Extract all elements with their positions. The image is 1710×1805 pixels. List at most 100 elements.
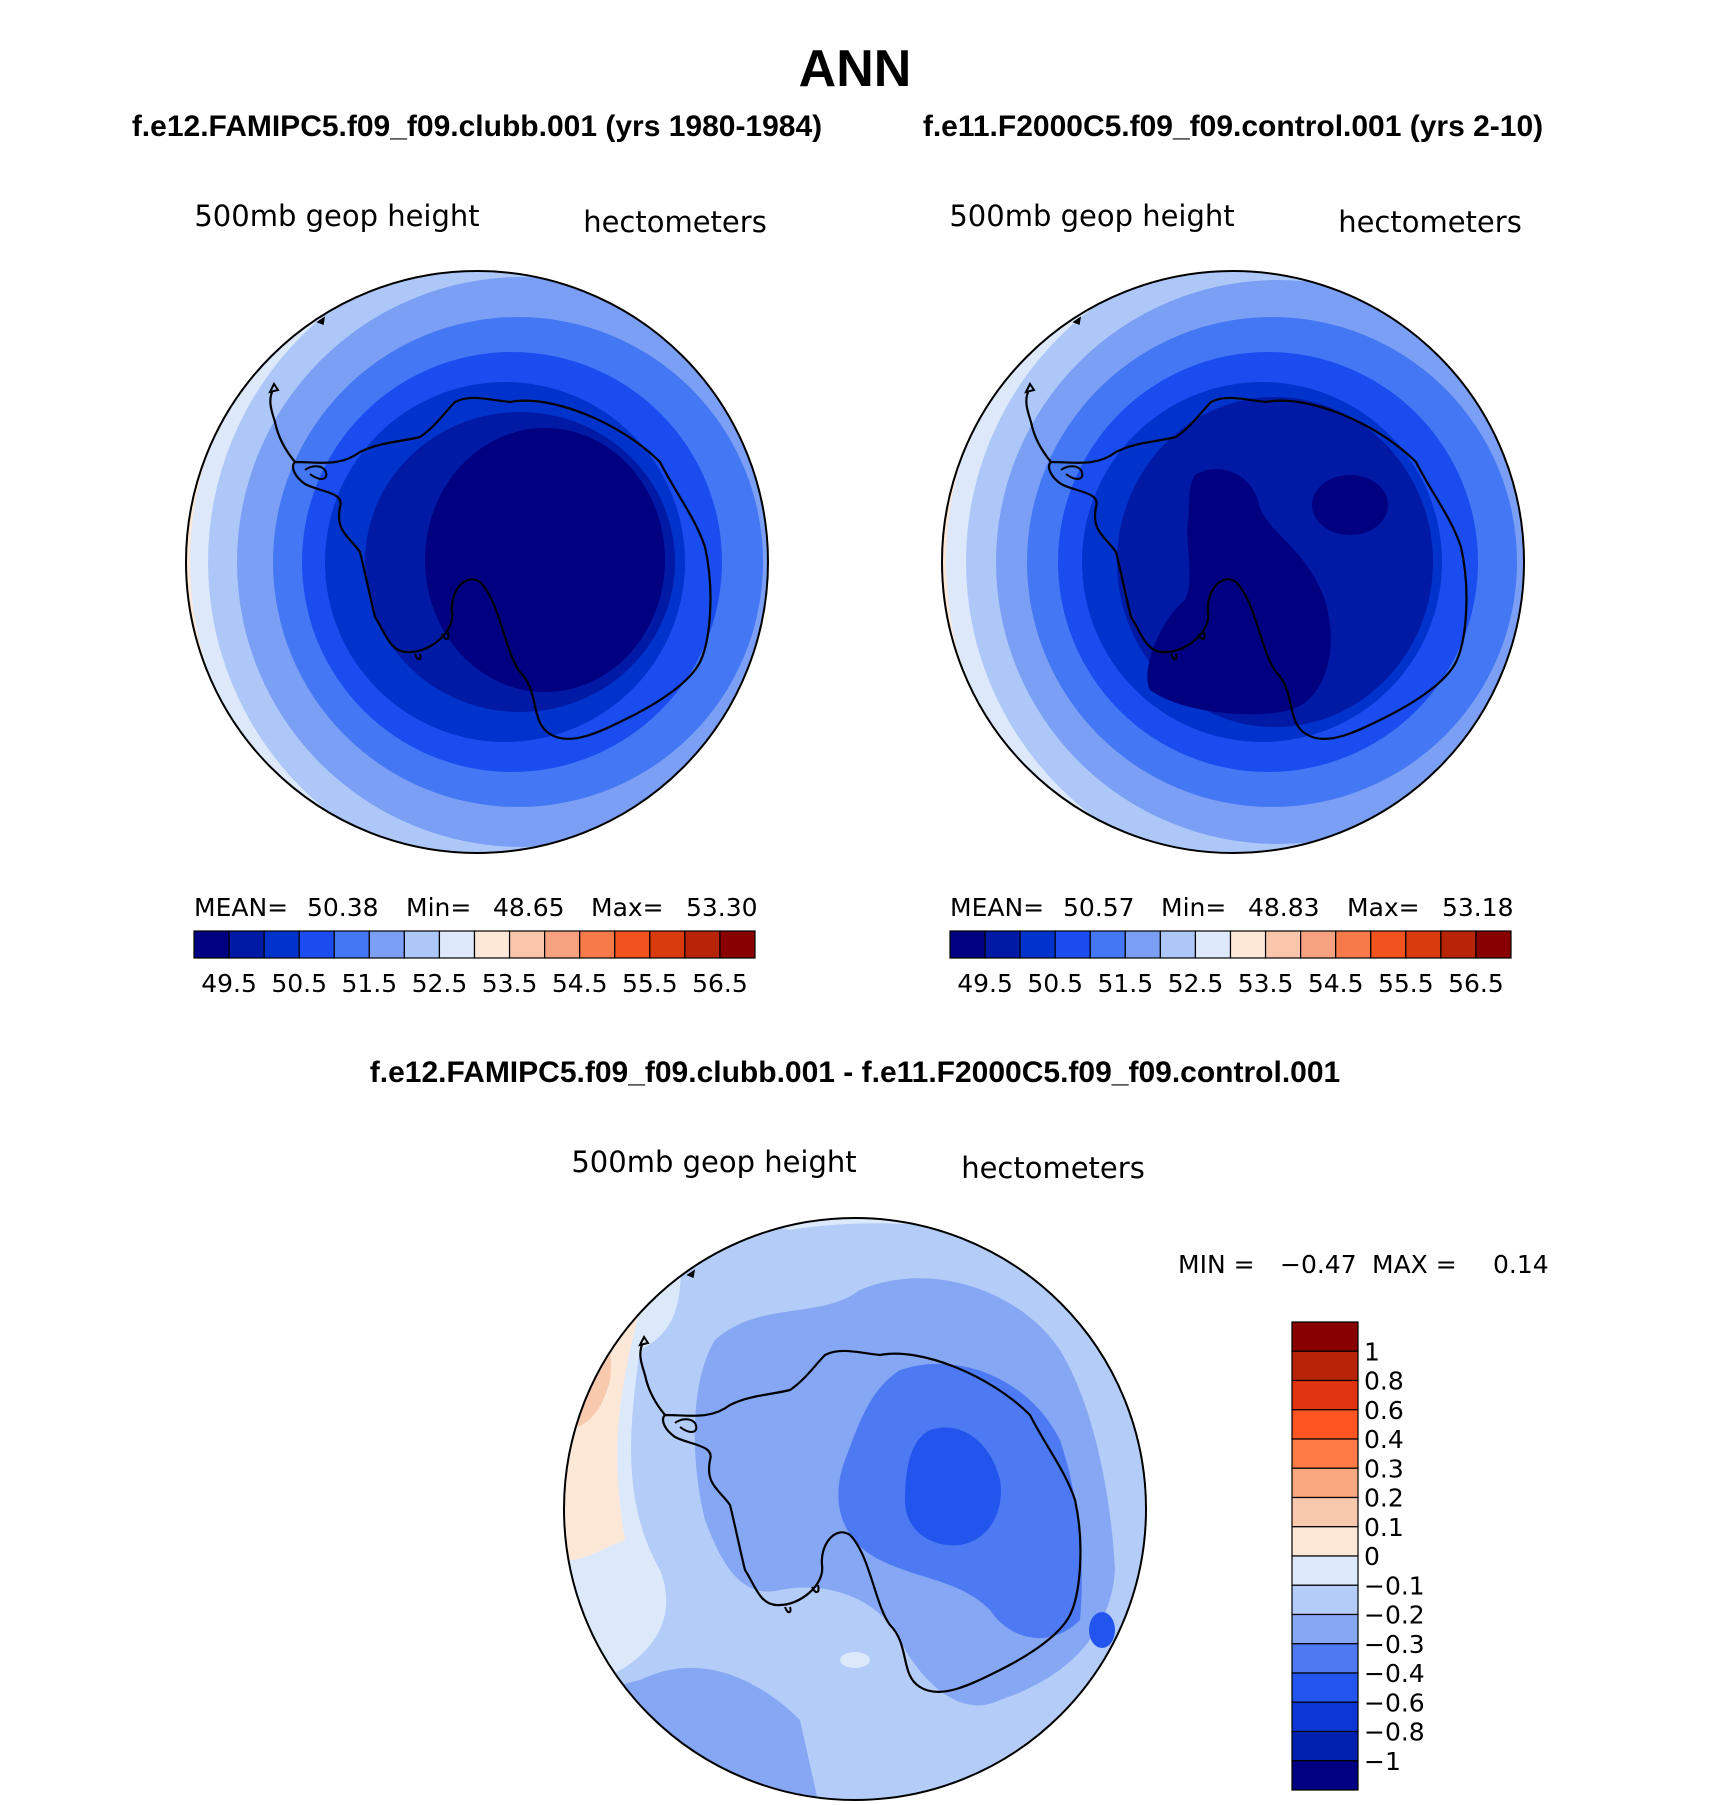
colorbar-a-tick-label: 50.5 <box>271 969 327 998</box>
colorbar-a-swatch <box>544 930 581 959</box>
difference-units: hectometers <box>961 1151 1145 1185</box>
svg-text:53.30: 53.30 <box>686 893 758 922</box>
svg-text:MAX =: MAX = <box>1372 1250 1457 1279</box>
colorbar-a-tick-label: 53.5 <box>482 969 538 998</box>
colorbar-b-swatch <box>1019 930 1056 959</box>
colorbar-b-swatch <box>1440 930 1477 959</box>
panel-b-title: f.e11.F2000C5.f09_f09.control.001 (yrs 2… <box>923 110 1543 143</box>
colorbar-b-swatch <box>1054 930 1091 959</box>
colorbar-b-tick-label: 52.5 <box>1168 969 1224 998</box>
colorbar-diff-tick-label: 1 <box>1364 1337 1380 1366</box>
colorbar-diff-swatch <box>1291 1409 1359 1440</box>
colorbar-a-swatch <box>473 930 511 959</box>
colorbar-a-swatch <box>649 930 686 959</box>
colorbar-b-swatch <box>984 930 1021 959</box>
colorbar-b-swatch <box>949 930 986 959</box>
svg-text:53.18: 53.18 <box>1442 893 1514 922</box>
colorbar-a-swatch <box>228 930 265 959</box>
colorbar-b-tick-label: 56.5 <box>1448 969 1504 998</box>
colorbar-a-swatch <box>298 930 335 959</box>
colorbar-a-tick-label: 51.5 <box>341 969 397 998</box>
colorbar-diff-tick-label: −1 <box>1364 1747 1401 1776</box>
colorbar-a-swatch <box>719 930 756 959</box>
colorbar-b-swatch <box>1475 930 1512 959</box>
colorbar-b-swatch <box>1300 930 1337 959</box>
colorbar-a-swatch <box>368 930 405 959</box>
colorbar-diff-swatch <box>1291 1526 1359 1557</box>
panel-a-variable: 500mb geop height <box>194 199 479 233</box>
svg-text:48.65: 48.65 <box>493 893 565 922</box>
colorbar-diff-tick-label: −0.6 <box>1364 1688 1425 1717</box>
colorbar-diff-swatch <box>1291 1379 1359 1411</box>
colorbar-diff-swatch <box>1291 1643 1359 1674</box>
colorbar-b-tick-label: 54.5 <box>1308 969 1364 998</box>
colorbar-b-tick-label: 49.5 <box>957 969 1013 998</box>
colorbar-diff-swatch <box>1291 1613 1359 1645</box>
svg-text:−0.47: −0.47 <box>1280 1250 1357 1279</box>
svg-text:Max=: Max= <box>1347 893 1420 922</box>
panel-a-title: f.e12.FAMIPC5.f09_f09.clubb.001 (yrs 198… <box>132 110 822 143</box>
colorbar-b-tick-label: 51.5 <box>1097 969 1153 998</box>
main-title: ANN <box>799 40 912 98</box>
colorbar-b-swatch <box>1405 930 1442 959</box>
colorbar-diff-swatch <box>1291 1730 1359 1762</box>
colorbar-diff-swatch <box>1291 1350 1359 1382</box>
colorbar-diff-swatch <box>1291 1584 1359 1616</box>
difference-variable: 500mb geop height <box>571 1145 856 1179</box>
colorbar-a-swatch <box>333 930 370 959</box>
colorbar-a-swatch <box>263 930 300 959</box>
colorbar-b-swatch <box>1229 930 1267 959</box>
colorbar-difference: 10.80.60.40.30.20.10−0.1−0.2−0.3−0.4−0.6… <box>1291 1321 1425 1791</box>
colorbar-diff-tick-label: 0.2 <box>1364 1484 1404 1513</box>
colorbar-diff-tick-label: 0.8 <box>1364 1367 1404 1396</box>
colorbar-b-tick-label: 53.5 <box>1238 969 1294 998</box>
svg-text:Min=: Min= <box>1161 893 1226 922</box>
colorbar-a-swatch <box>684 930 721 959</box>
svg-text:50.38: 50.38 <box>307 893 379 922</box>
colorbar-diff-tick-label: 0.6 <box>1364 1396 1404 1425</box>
colorbar-a-swatch <box>614 930 651 959</box>
colorbar-diff-swatch <box>1291 1496 1359 1528</box>
colorbar-a-tick-label: 56.5 <box>692 969 748 998</box>
colorbar-b-swatch <box>1159 930 1197 959</box>
colorbar-diff-tick-label: −0.2 <box>1364 1601 1425 1630</box>
colorbar-diff-tick-label: −0.8 <box>1364 1718 1425 1747</box>
polar-map-difference <box>563 1217 1147 1801</box>
colorbar-diff-tick-label: −0.1 <box>1364 1571 1425 1600</box>
colorbar-a-swatch <box>508 930 546 959</box>
colorbar-b-swatch <box>1264 930 1302 959</box>
svg-text:50.57: 50.57 <box>1063 893 1135 922</box>
colorbar-a-swatch <box>193 930 230 959</box>
colorbar-b-swatch <box>1124 930 1161 959</box>
svg-text:MIN =: MIN = <box>1178 1250 1255 1279</box>
colorbar-a-swatch <box>403 930 441 959</box>
colorbar-a-tick-label: 52.5 <box>412 969 468 998</box>
colorbar-diff-swatch <box>1291 1555 1359 1586</box>
panel-b-variable: 500mb geop height <box>949 199 1234 233</box>
svg-text:MEAN=: MEAN= <box>194 893 288 922</box>
svg-text:MEAN=: MEAN= <box>950 893 1044 922</box>
colorbar-panel-a: 49.5 50.5 51.5 52.5 53.5 54.5 55.5 56.5 <box>193 930 756 998</box>
polar-map-panel-b <box>941 270 1525 854</box>
colorbar-diff-swatch <box>1291 1760 1359 1791</box>
colorbar-diff-tick-label: 0.3 <box>1364 1454 1404 1483</box>
svg-text:Max=: Max= <box>591 893 664 922</box>
colorbar-b-tick-label: 50.5 <box>1027 969 1083 998</box>
difference-title: f.e12.FAMIPC5.f09_f09.clubb.001 - f.e11.… <box>370 1056 1340 1089</box>
panel-a-stats: MEAN= 50.38 Min= 48.65 Max= 53.30 <box>194 893 758 922</box>
svg-text:48.83: 48.83 <box>1248 893 1320 922</box>
colorbar-b-swatch <box>1335 930 1372 959</box>
polar-map-panel-a <box>185 270 769 854</box>
colorbar-a-tick-label: 49.5 <box>201 969 257 998</box>
colorbar-diff-tick-label: −0.4 <box>1364 1659 1425 1688</box>
svg-text:0.14: 0.14 <box>1493 1250 1549 1279</box>
colorbar-a-swatch <box>438 930 476 959</box>
colorbar-b-swatch <box>1370 930 1407 959</box>
colorbar-a-swatch <box>579 930 616 959</box>
colorbar-diff-swatch <box>1291 1672 1359 1703</box>
colorbar-diff-tick-label: 0.4 <box>1364 1425 1404 1454</box>
colorbar-b-swatch <box>1089 930 1126 959</box>
colorbar-diff-swatch <box>1291 1321 1359 1352</box>
colorbar-diff-tick-label: 0 <box>1364 1542 1380 1571</box>
colorbar-diff-tick-label: 0.1 <box>1364 1513 1404 1542</box>
